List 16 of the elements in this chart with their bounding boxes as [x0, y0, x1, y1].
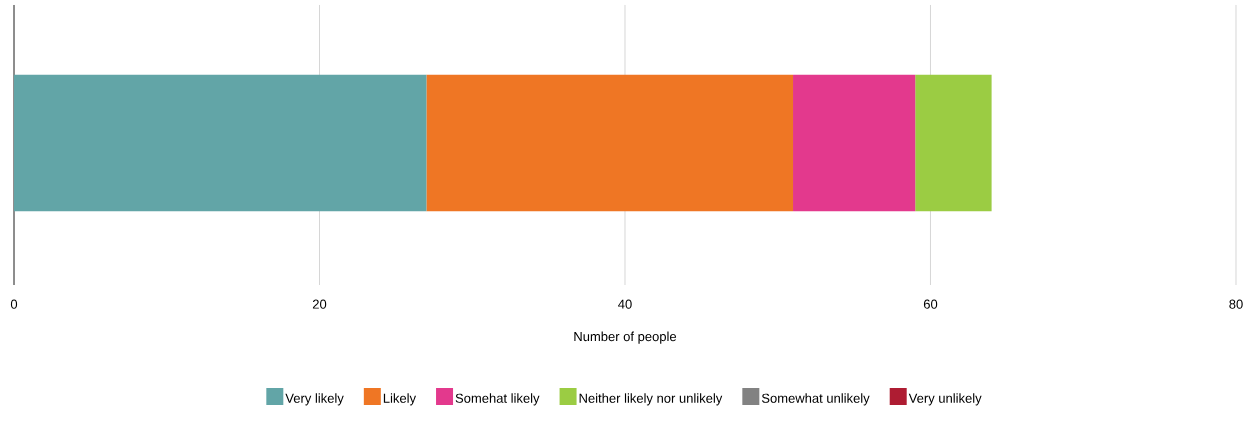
legend-label: Very unlikely: [908, 393, 982, 406]
legend-label: Neither likely nor unlikely: [579, 393, 723, 406]
x-tick-label: 0: [10, 299, 18, 309]
legend-label: Somehat likely: [455, 393, 540, 406]
x-tick-label: 20: [312, 299, 327, 309]
x-axis-title: Number of people: [574, 331, 677, 344]
x-tick-label: 80: [1229, 299, 1243, 309]
legend-label: Somewhat unlikely: [761, 393, 870, 406]
legend-label: Likely: [383, 393, 417, 406]
legend-label: Very likely: [285, 393, 344, 406]
x-tick-label: 60: [923, 299, 938, 309]
bar: [915, 74, 992, 212]
x-tick-label: 40: [618, 299, 632, 309]
bar: [14, 74, 427, 212]
bar: [793, 74, 916, 212]
bar: [426, 74, 794, 212]
